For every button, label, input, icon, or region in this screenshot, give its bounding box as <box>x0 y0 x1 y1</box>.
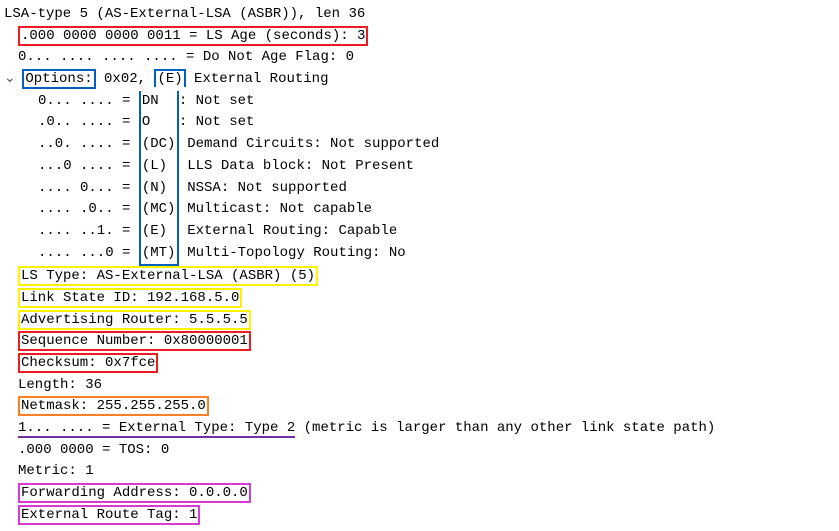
adv-router-box: Advertising Router: 5.5.5.5 <box>18 310 251 330</box>
options-flags: 0... .... = DN: Not set.0.. .... = O: No… <box>4 91 835 267</box>
do-not-age-text: 0... .... .... .... = Do Not Age Flag: 0 <box>18 49 354 65</box>
option-flag-row: .... .0.. = (MC) Multicast: Not capable <box>4 199 835 221</box>
ls-type-row: LS Type: AS-External-LSA (ASBR) (5) <box>4 266 835 288</box>
fwd-addr-row: Forwarding Address: 0.0.0.0 <box>4 483 835 505</box>
flag-abbr-box: (E) <box>139 221 179 243</box>
ext-tag-row: External Route Tag: 1 <box>4 505 835 527</box>
adv-router-row: Advertising Router: 5.5.5.5 <box>4 310 835 332</box>
tos-row: .000 0000 = TOS: 0 <box>4 440 835 462</box>
option-flag-row: .0.. .... = O: Not set <box>4 112 835 134</box>
netmask-box: Netmask: 255.255.255.0 <box>18 396 209 416</box>
lsa-header: LSA-type 5 (AS-External-LSA (ASBR)), len… <box>4 4 835 26</box>
metric-row: Metric: 1 <box>4 461 835 483</box>
flag-desc: : Not set <box>179 93 255 109</box>
flag-desc: External Routing: Capable <box>179 223 397 239</box>
flag-desc: LLS Data block: Not Present <box>179 158 414 174</box>
link-state-id-box: Link State ID: 192.168.5.0 <box>18 288 242 308</box>
link-state-id-row: Link State ID: 192.168.5.0 <box>4 288 835 310</box>
metric-text: Metric: 1 <box>18 463 94 479</box>
flag-bits: .... .0.. = <box>38 201 139 217</box>
ls-age-box: .000 0000 0000 0011 = LS Age (seconds): … <box>18 26 368 46</box>
flag-abbr-box: DN <box>139 91 179 113</box>
ext-type-underlined: 1... .... = External Type: Type 2 <box>18 420 295 438</box>
expand-caret-icon[interactable]: ⌄ <box>4 69 14 91</box>
option-flag-row: ..0. .... = (DC) Demand Circuits: Not su… <box>4 134 835 156</box>
do-not-age-row: 0... .... .... .... = Do Not Age Flag: 0 <box>4 47 835 69</box>
length-row: Length: 36 <box>4 375 835 397</box>
options-label-box: Options: <box>22 69 95 89</box>
options-suffix: External Routing <box>186 71 329 87</box>
netmask-row: Netmask: 255.255.255.0 <box>4 396 835 418</box>
checksum-row: Checksum: 0x7fce <box>4 353 835 375</box>
flag-abbr-box: (L) <box>139 156 179 178</box>
flag-desc: Multi-Topology Routing: No <box>179 245 406 261</box>
flag-desc: Multicast: Not capable <box>179 201 372 217</box>
checksum-box: Checksum: 0x7fce <box>18 353 158 373</box>
flag-bits: ...0 .... = <box>38 158 139 174</box>
ls-age-row: .000 0000 0000 0011 = LS Age (seconds): … <box>4 26 835 48</box>
ext-tag-box: External Route Tag: 1 <box>18 505 200 525</box>
flag-bits: .0.. .... = <box>38 114 139 130</box>
flag-desc: Demand Circuits: Not supported <box>179 136 439 152</box>
flag-abbr-box: (MT) <box>139 243 179 267</box>
tos-text: .000 0000 = TOS: 0 <box>18 442 169 458</box>
options-value-prefix: 0x02, <box>96 71 155 87</box>
option-flag-row: ...0 .... = (L) LLS Data block: Not Pres… <box>4 156 835 178</box>
flag-abbr-box: (DC) <box>139 134 179 156</box>
flag-abbr-box: O <box>139 112 179 134</box>
seq-num-box: Sequence Number: 0x80000001 <box>18 331 251 351</box>
flag-abbr-box: (MC) <box>139 199 179 221</box>
length-text: Length: 36 <box>18 377 102 393</box>
option-flag-row: .... ..1. = (E) External Routing: Capabl… <box>4 221 835 243</box>
flag-bits: .... 0... = <box>38 180 139 196</box>
seq-num-row: Sequence Number: 0x80000001 <box>4 331 835 353</box>
fwd-addr-box: Forwarding Address: 0.0.0.0 <box>18 483 251 503</box>
options-e-box: (E) <box>154 69 185 87</box>
flag-desc: NSSA: Not supported <box>179 180 347 196</box>
option-flag-row: .... 0... = (N) NSSA: Not supported <box>4 178 835 200</box>
option-flag-row: .... ...0 = (MT) Multi-Topology Routing:… <box>4 243 835 267</box>
flag-bits: ..0. .... = <box>38 136 139 152</box>
flag-bits: 0... .... = <box>38 93 139 109</box>
options-row: ⌄ Options: 0x02, (E) External Routing <box>4 69 835 91</box>
lsa-header-text: LSA-type 5 (AS-External-LSA (ASBR)), len… <box>4 6 365 22</box>
flag-abbr-box: (N) <box>139 178 179 200</box>
option-flag-row: 0... .... = DN: Not set <box>4 91 835 113</box>
ext-type-suffix: (metric is larger than any other link st… <box>295 420 715 436</box>
flag-bits: .... ..1. = <box>38 223 139 239</box>
ext-type-row: 1... .... = External Type: Type 2 (metri… <box>4 418 835 440</box>
flag-desc: : Not set <box>179 114 255 130</box>
ls-type-box: LS Type: AS-External-LSA (ASBR) (5) <box>18 266 318 286</box>
flag-bits: .... ...0 = <box>38 245 139 261</box>
